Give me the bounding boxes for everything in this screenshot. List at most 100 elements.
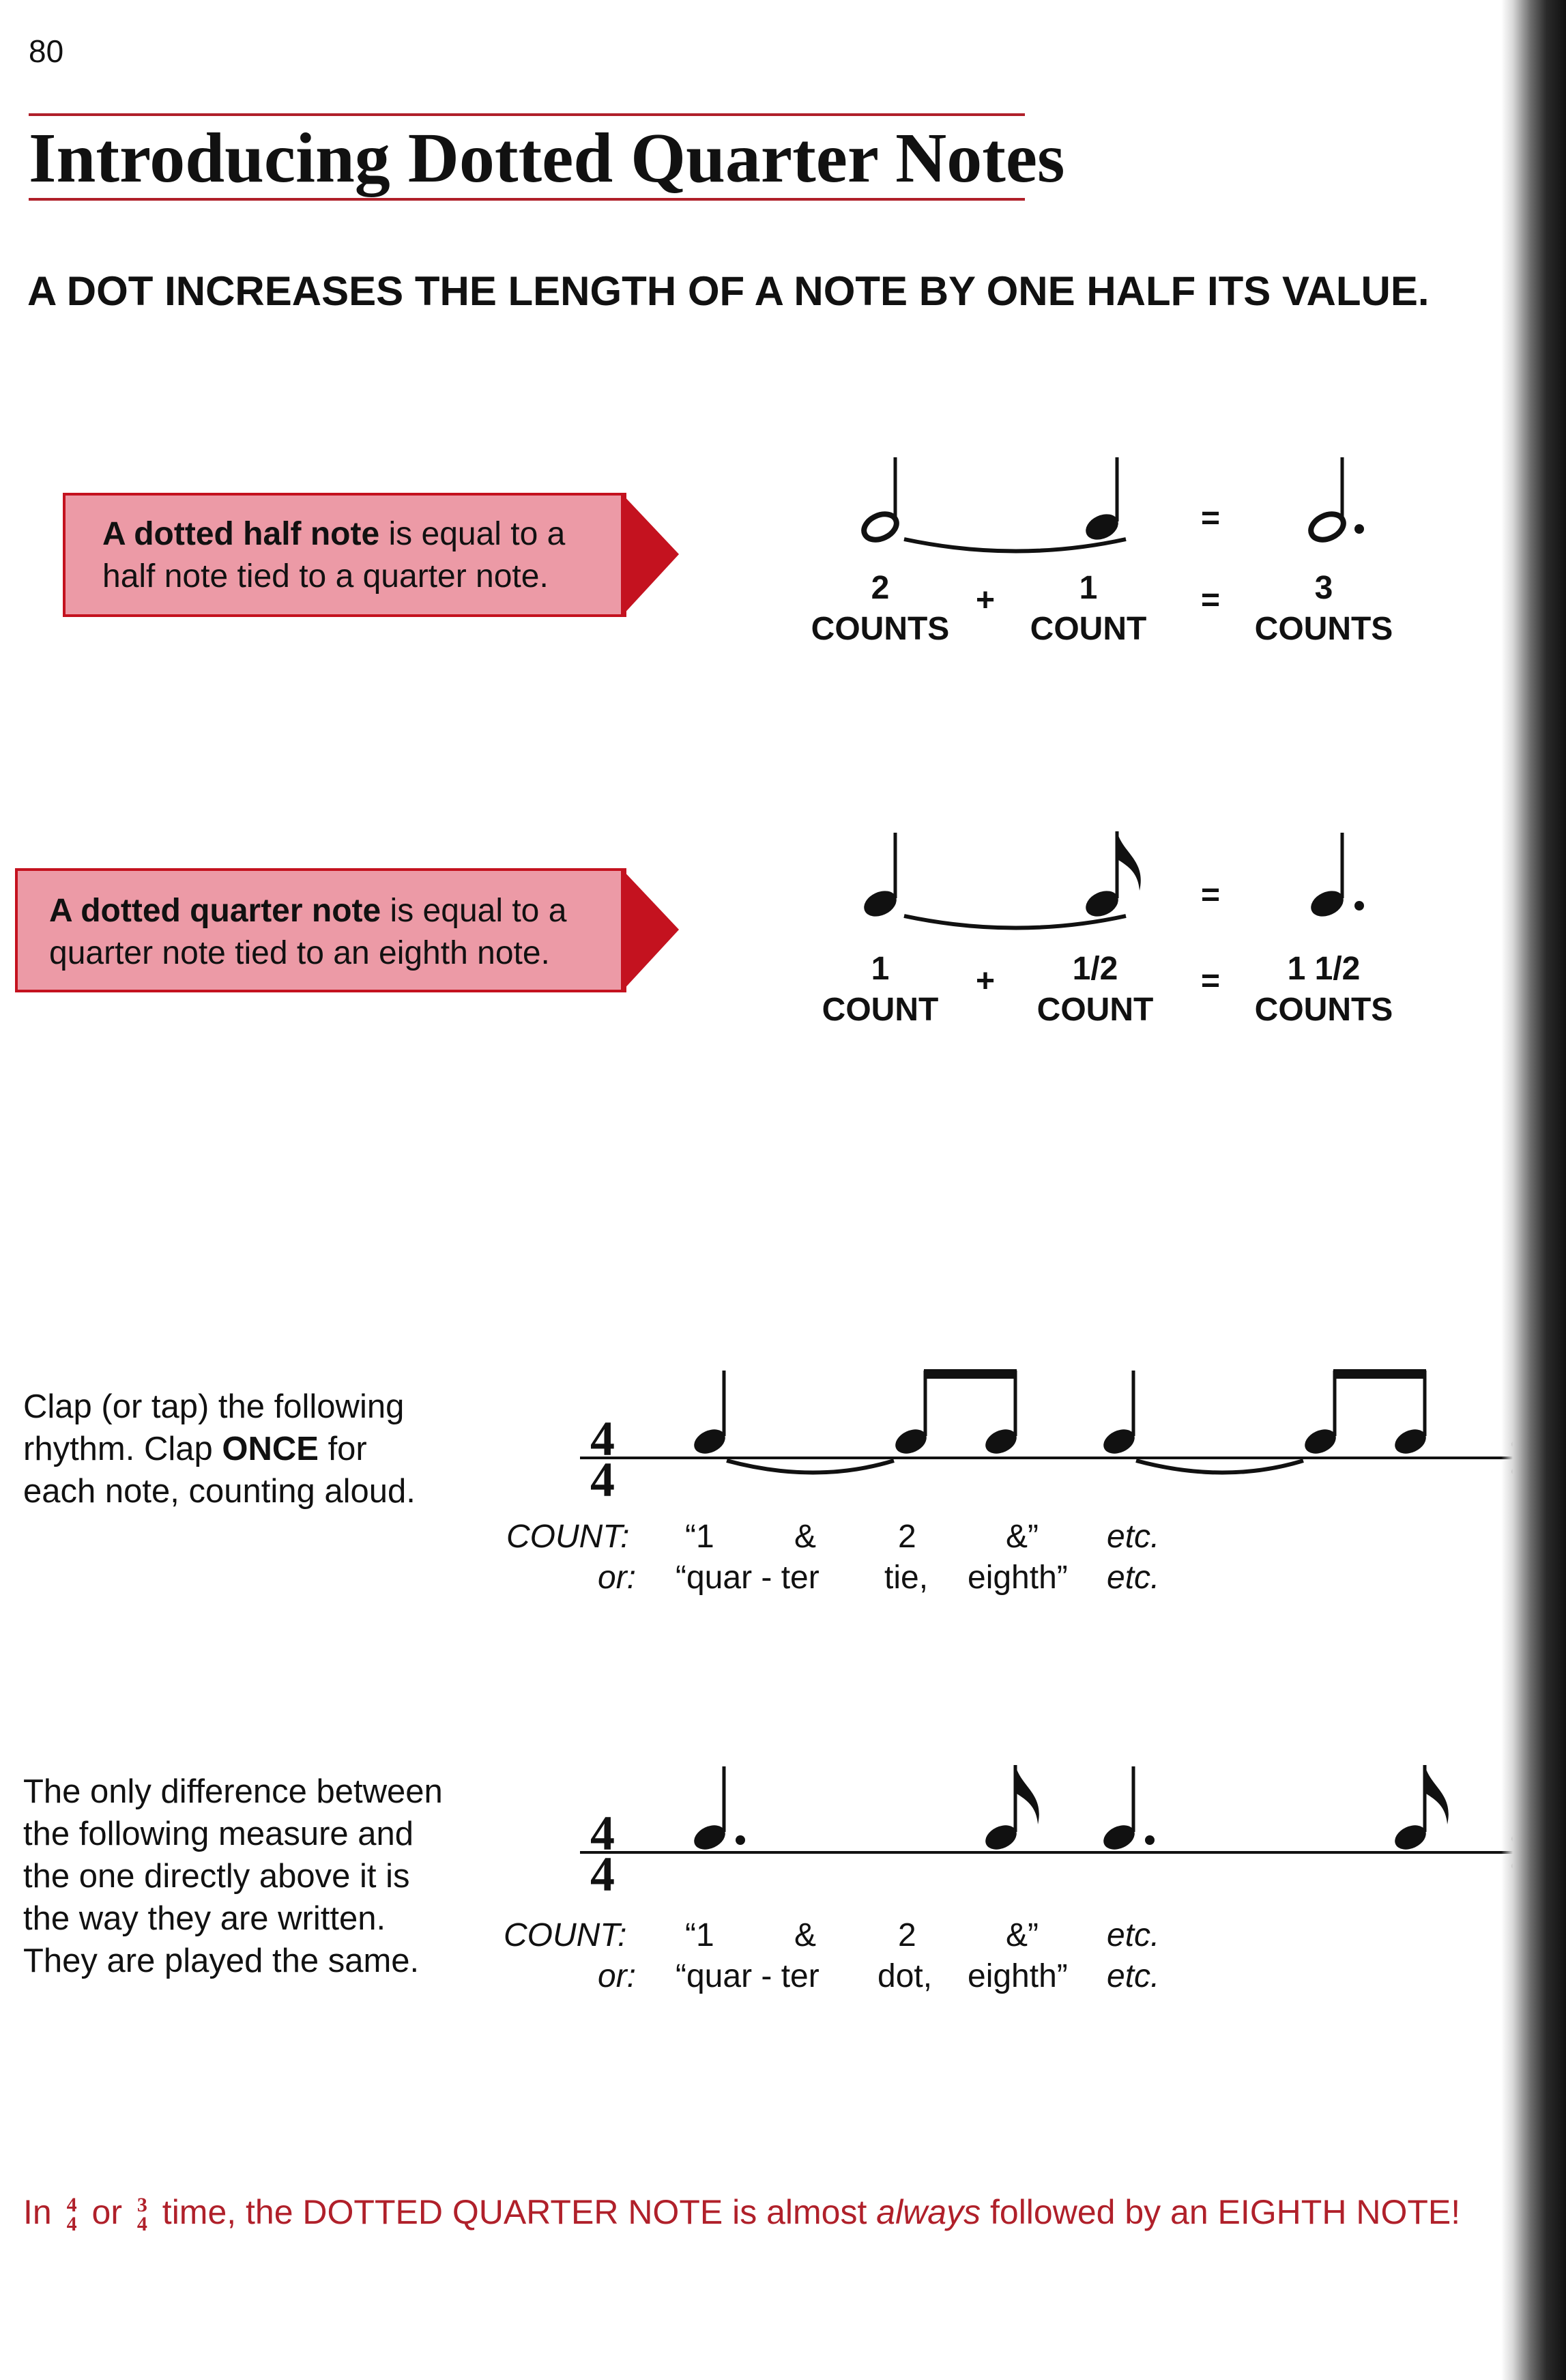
- count-etc: etc.: [1107, 1519, 1160, 1555]
- notation-quarter-tie-eighth: [864, 831, 1364, 930]
- eq-equals: =: [1201, 582, 1221, 618]
- count-and: &: [794, 1917, 817, 1953]
- eq-right-unit: COUNTS: [1254, 611, 1393, 647]
- ts-bottom: 4: [136, 2212, 147, 2235]
- eq-right: 1 1/2 COUNTS: [1249, 949, 1399, 1031]
- eq-left-num: 1: [871, 951, 890, 987]
- count-and-2: &”: [1006, 1917, 1039, 1953]
- eq-equals-top: =: [1201, 877, 1221, 913]
- ts-top: 4: [66, 2193, 77, 2216]
- instruction-line: the way they are written.: [23, 1900, 386, 1937]
- word-3: eighth”: [968, 1958, 1068, 1994]
- callout-rest: is equal to a: [381, 893, 567, 929]
- footer-text: time, the DOTTED QUARTER NOTE is almost: [162, 2193, 877, 2231]
- count-etc: etc.: [1107, 1917, 1160, 1953]
- title-top-rule: [29, 113, 1025, 116]
- eq-mid-unit: COUNT: [1036, 992, 1154, 1028]
- instruction-line: the following measure and: [23, 1816, 414, 1852]
- callout-dotted-half-text: A dotted half note is equal to a half no…: [102, 513, 565, 598]
- count-1: “1: [685, 1519, 714, 1555]
- instruction-line: each note, counting aloud.: [23, 1473, 416, 1510]
- word-1: “quar - ter: [676, 1958, 820, 1994]
- time-signature-bottom: 4: [590, 1452, 615, 1507]
- rhythm-staff-2: 4 4: [580, 1765, 1533, 1902]
- eq-right-num: 1 1/2: [1287, 951, 1361, 987]
- eq-plus: +: [976, 963, 996, 999]
- count-1: “1: [685, 1917, 714, 1953]
- eighth-note-flag: [1117, 831, 1141, 891]
- time-signature-top: 4: [590, 1806, 615, 1861]
- footer-prefix: In: [23, 2193, 52, 2231]
- dotted-quarter-note-head: [1311, 891, 1344, 917]
- instruction-line: Clap (or tap) the following: [23, 1388, 405, 1425]
- instruction-line: They are played the same.: [23, 1942, 420, 1979]
- tie: [903, 914, 1127, 930]
- book-spine-shadow: [1501, 0, 1566, 2380]
- eq-equals: =: [1201, 963, 1221, 999]
- eq-mid-unit: COUNT: [1030, 611, 1147, 647]
- count-and-2: &”: [1006, 1519, 1039, 1555]
- page-title: Introducing Dotted Quarter Notes: [29, 119, 1065, 197]
- footer-or: or: [91, 2193, 122, 2231]
- time-signature-bottom: 4: [590, 1847, 615, 1902]
- eq-right-num: 3: [1314, 570, 1333, 606]
- quarter-note-head: [1086, 514, 1118, 540]
- exercise1-instructions: Clap (or tap) the following rhythm. Clap…: [23, 1386, 416, 1512]
- instruction-bold: ONCE: [222, 1431, 319, 1467]
- headline: A DOT INCREASES THE LENGTH OF A NOTE BY …: [27, 268, 1430, 314]
- word-3: eighth”: [968, 1560, 1068, 1596]
- eq-left: 1 COUNT: [805, 949, 955, 1031]
- rhythm-staff-1: 4 4: [580, 1369, 1533, 1507]
- callout-dotted-quarter-text: A dotted quarter note is equal to a quar…: [49, 890, 566, 975]
- title-bottom-rule: [29, 198, 1025, 201]
- eq-right: 3 COUNTS: [1249, 568, 1399, 650]
- eq-left-unit: COUNTS: [811, 611, 950, 647]
- ts-bottom: 4: [66, 2212, 77, 2235]
- callout-bold: A dotted quarter note: [49, 893, 381, 929]
- tie: [903, 537, 1127, 554]
- eq-left-unit: COUNT: [822, 992, 939, 1028]
- count-label: COUNT:: [506, 1519, 630, 1555]
- eighth-note-head: [1086, 891, 1118, 917]
- ts-top: 3: [136, 2193, 147, 2216]
- count-label: COUNT:: [504, 1917, 627, 1953]
- footer-italic: always: [876, 2193, 981, 2231]
- notation-half-tie-quarter: [861, 457, 1364, 554]
- page-number: 80: [29, 33, 64, 69]
- time-signature-top: 4: [590, 1411, 615, 1466]
- callout-line2: quarter note tied to an eighth note.: [49, 935, 550, 971]
- eq-mid: 1/2 COUNT: [1024, 949, 1167, 1031]
- eq-mid-num: 1/2: [1072, 951, 1118, 987]
- augmentation-dot: [1354, 524, 1364, 534]
- instruction-text: rhythm. Clap: [23, 1431, 222, 1467]
- eq-equals-top: =: [1201, 500, 1221, 536]
- callout-rest: is equal to a: [379, 516, 566, 552]
- quarter-note-head: [864, 891, 897, 917]
- eq-mid: 1 COUNT: [1024, 568, 1153, 650]
- instruction-line: The only difference between: [23, 1773, 443, 1810]
- count-and: &: [794, 1519, 817, 1555]
- or-label: or:: [598, 1958, 637, 1994]
- callout-line2: half note tied to a quarter note.: [102, 558, 549, 594]
- eq-left: 2 COUNTS: [805, 568, 955, 650]
- augmentation-dot: [1354, 901, 1364, 911]
- count-2: 2: [898, 1917, 916, 1953]
- eq-right-unit: COUNTS: [1254, 992, 1393, 1028]
- word-1: “quar - ter: [676, 1560, 820, 1596]
- eq-left-num: 2: [871, 570, 890, 606]
- eq-mid-num: 1: [1079, 570, 1098, 606]
- instruction-text: for: [318, 1431, 367, 1467]
- callout-bold: A dotted half note: [102, 516, 380, 552]
- callout-dotted-half: [63, 493, 679, 617]
- callout-dotted-quarter: [15, 868, 679, 992]
- word-etc: etc.: [1107, 1958, 1160, 1994]
- eq-plus: +: [976, 582, 996, 618]
- count-2: 2: [898, 1519, 916, 1555]
- word-2: dot,: [878, 1958, 933, 1994]
- word-etc: etc.: [1107, 1560, 1160, 1596]
- word-2: tie,: [884, 1560, 929, 1596]
- exercise2-instructions: The only difference between the followin…: [23, 1770, 443, 1982]
